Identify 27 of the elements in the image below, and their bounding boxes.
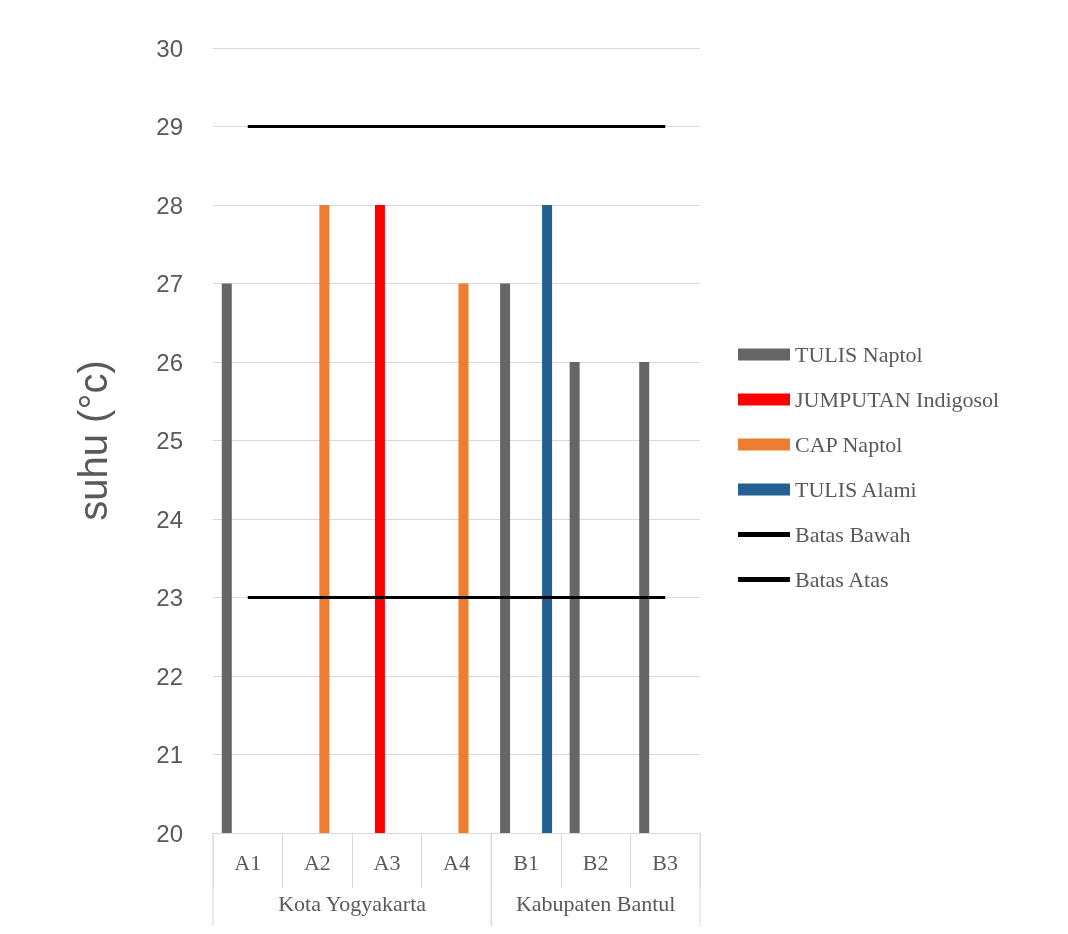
legend-label: TULIS Alami [795, 477, 917, 502]
legend-label: Batas Atas [795, 567, 889, 592]
x-tick-label: A1 [234, 849, 262, 875]
legend-label: JUMPUTAN Indigosol [795, 387, 1000, 412]
legend-label: Batas Bawah [795, 522, 911, 547]
x-tick-label: B1 [513, 849, 539, 875]
y-tick-label: 24 [156, 505, 183, 533]
x-tick-label: B3 [652, 849, 679, 875]
x-tick-label: B2 [582, 849, 609, 875]
y-tick-label: 29 [156, 113, 183, 140]
y-tick-label: 28 [156, 191, 183, 219]
y-axis-title: suhu (°c) [71, 360, 115, 521]
text: Kabupaten Bantul [515, 890, 676, 916]
y-tick-label: 25 [156, 427, 183, 454]
x-tick-label: A2 [303, 849, 331, 875]
y-tick-label: 26 [156, 348, 183, 376]
y-tick-label: 27 [156, 270, 183, 297]
legend-label: CAP Naptol [795, 432, 903, 457]
x-tick-label: A4 [443, 849, 470, 875]
x-tick-label: A3 [373, 849, 401, 875]
y-tick-label: 22 [156, 662, 183, 690]
y-tick-label: 23 [156, 584, 183, 611]
y-tick-label: 30 [156, 34, 183, 62]
text: Kota Yogyakarta [278, 890, 427, 916]
legend-label: TULIS Naptol [795, 342, 923, 367]
y-tick-label: 21 [156, 741, 183, 768]
y-tick-label: 20 [156, 819, 183, 847]
